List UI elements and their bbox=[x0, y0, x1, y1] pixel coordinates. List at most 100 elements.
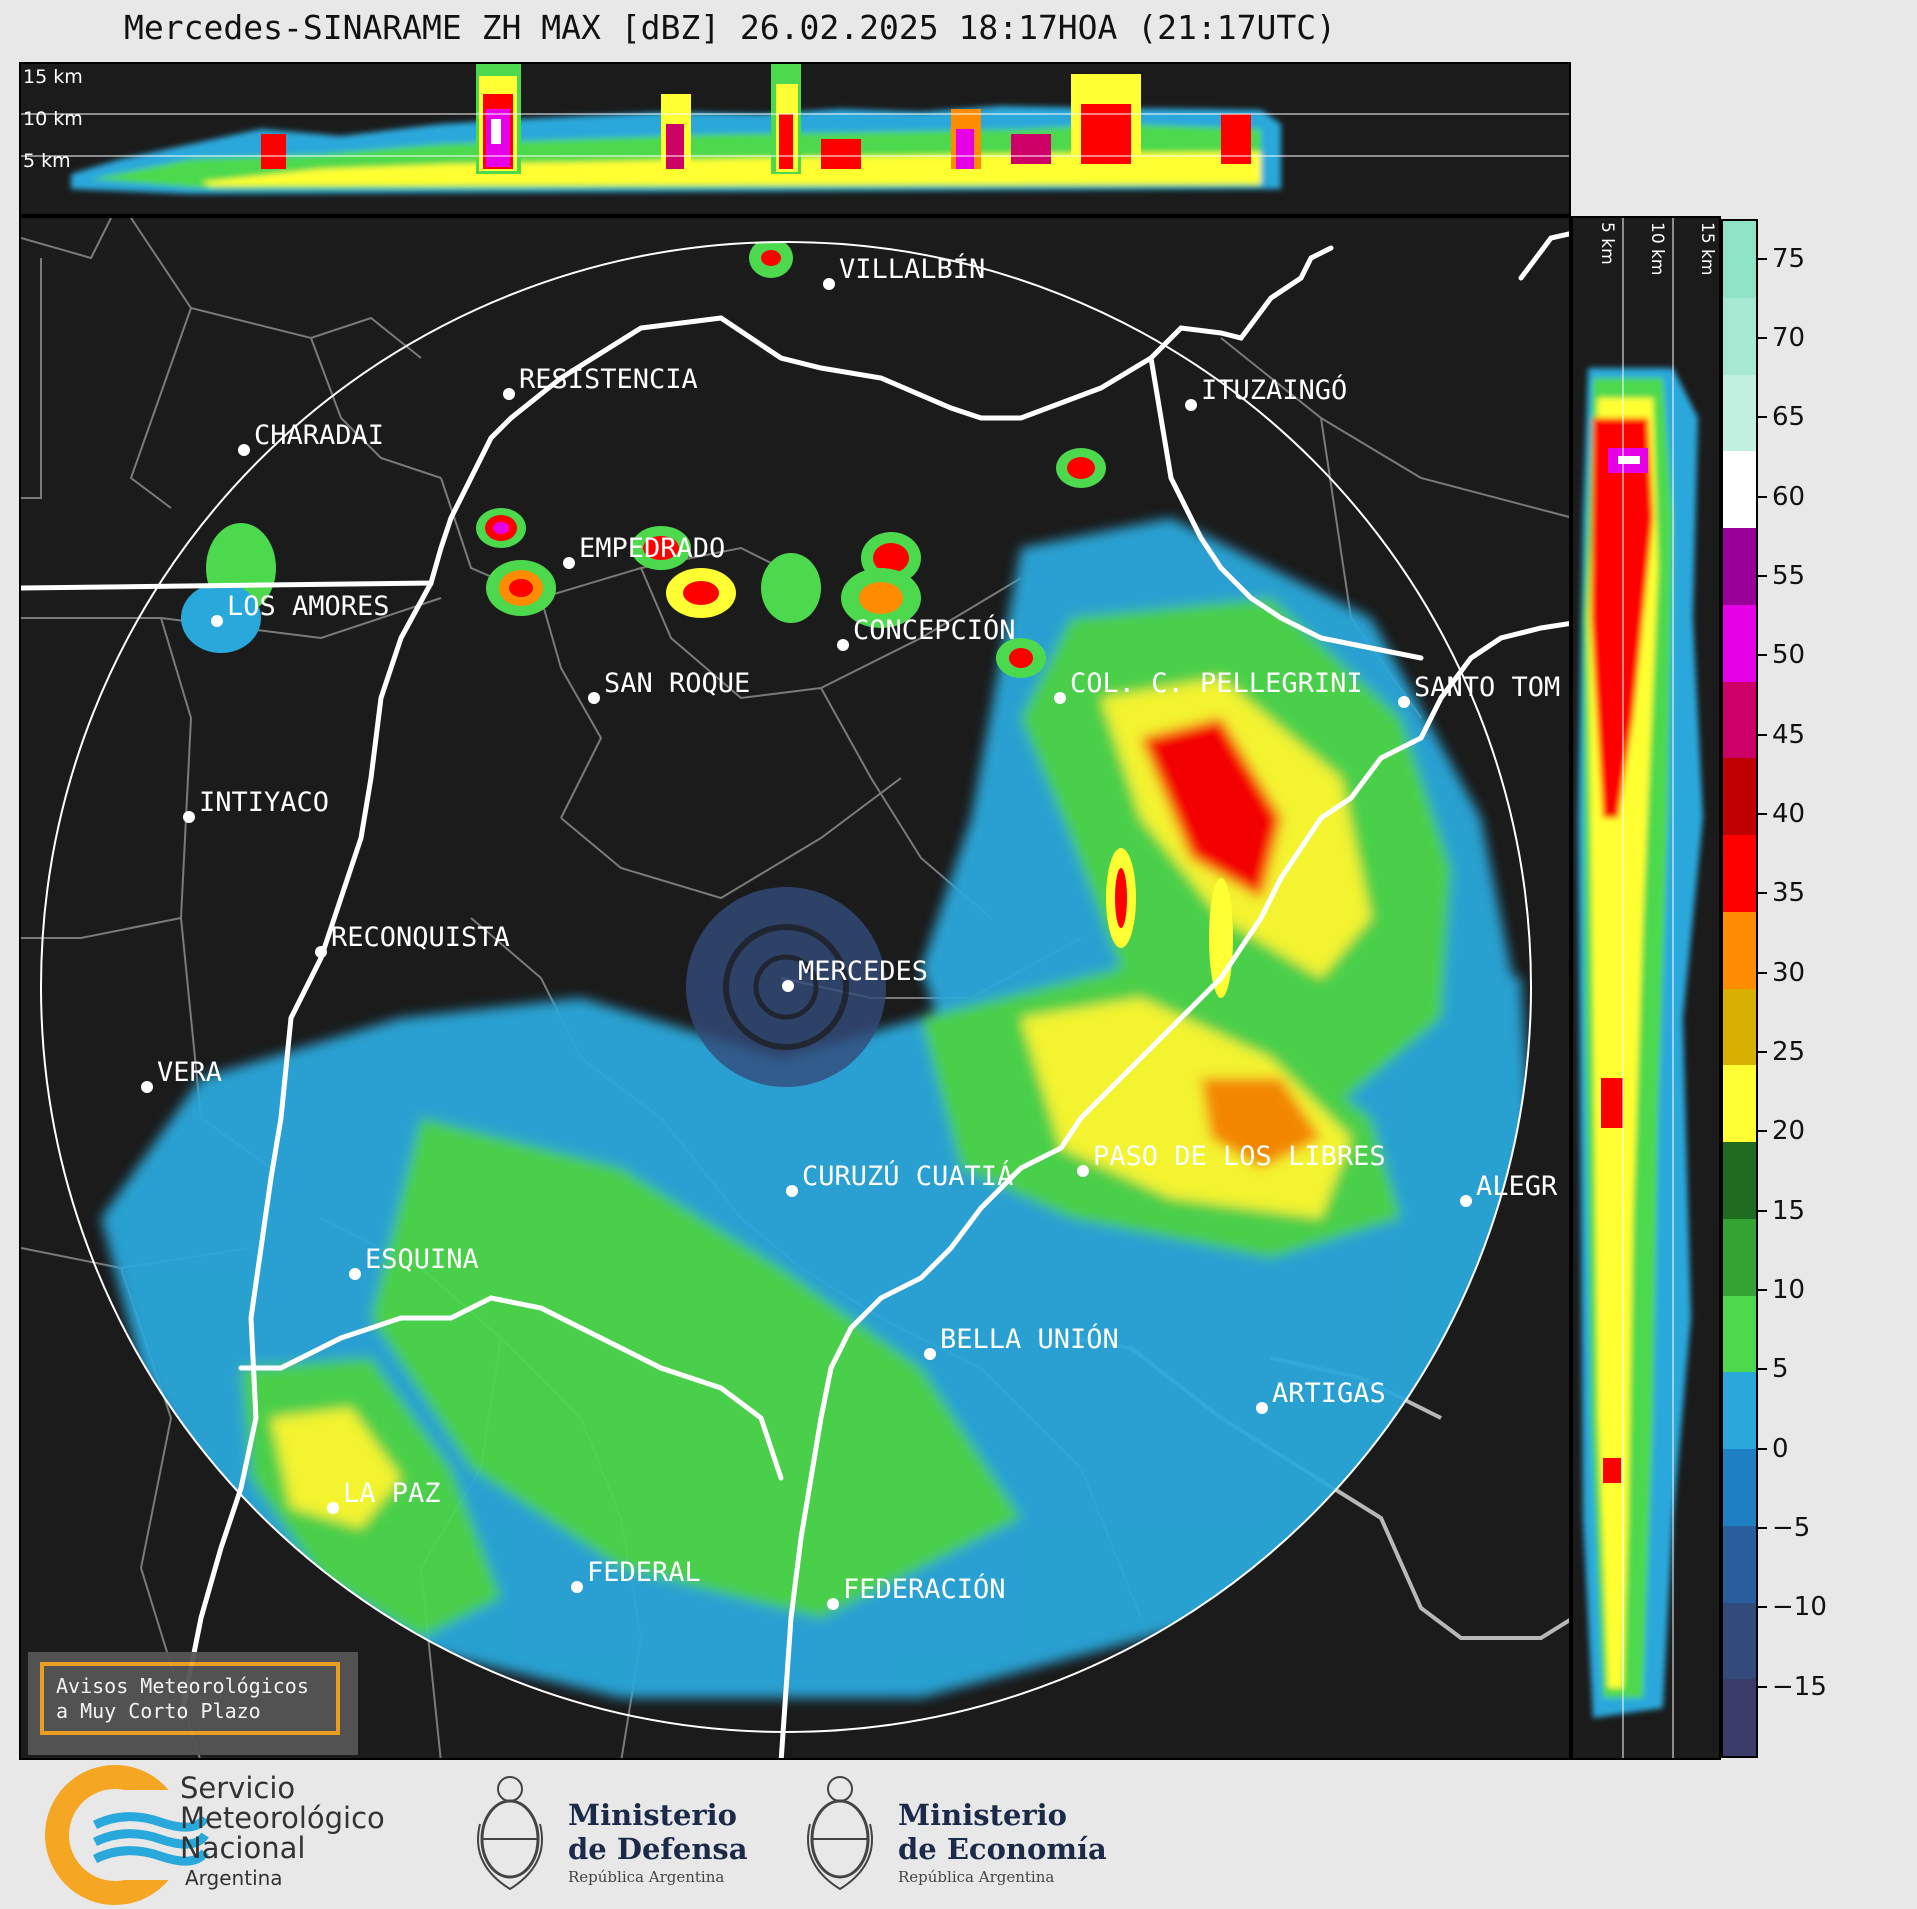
city-marker: SANTO TOM bbox=[1398, 672, 1560, 708]
city-label: CONCEPCIÓN bbox=[853, 614, 1016, 646]
city-label: RECONQUISTA bbox=[331, 922, 510, 953]
footer-logos: Servicio Meteorológico Nacional Argentin… bbox=[0, 1760, 1917, 1909]
city-marker: BELLA UNIÓN bbox=[924, 1323, 1119, 1360]
colorbar-segment bbox=[1723, 1218, 1756, 1296]
city-markers: VILLALBÍN RESISTENCIA CHARADAI ITUZAINGÓ EMP… bbox=[141, 253, 1560, 1610]
colorbar-tick-label: 35 bbox=[1772, 878, 1806, 909]
city-dot bbox=[827, 1598, 839, 1610]
city-dot bbox=[786, 1185, 798, 1197]
smn-line-2: Meteorológico bbox=[180, 1801, 385, 1835]
colorbar-tick-label: 60 bbox=[1772, 481, 1806, 512]
city-marker: VILLALBÍN bbox=[823, 253, 985, 290]
city-label: SAN ROQUE bbox=[604, 668, 750, 699]
defensa-line-1: Ministerio bbox=[568, 1798, 738, 1832]
city-marker: RECONQUISTA bbox=[315, 922, 510, 958]
colorbar-segment bbox=[1723, 374, 1756, 452]
colorbar-tick bbox=[1758, 416, 1767, 419]
city-dot bbox=[503, 388, 515, 400]
city-label: SANTO TOM bbox=[1414, 672, 1560, 703]
city-marker: FEDERACIÓN bbox=[827, 1573, 1006, 1610]
colorbar-tick-label: 15 bbox=[1772, 1195, 1806, 1226]
colorbar-tick-label: 50 bbox=[1772, 640, 1806, 671]
city-label: BELLA UNIÓN bbox=[940, 1323, 1119, 1355]
city-dot bbox=[141, 1081, 153, 1093]
colorbar-tick bbox=[1758, 574, 1767, 577]
city-marker: ITUZAINGÓ bbox=[1185, 374, 1347, 411]
smn-logo-icon bbox=[45, 1765, 209, 1905]
colorbar-tick-label: −15 bbox=[1772, 1671, 1827, 1702]
city-marker: FEDERAL bbox=[571, 1557, 701, 1593]
colorbar-tick bbox=[1758, 892, 1767, 895]
colorbar-segment bbox=[1723, 1679, 1756, 1756]
colorbar-tick bbox=[1758, 1130, 1767, 1133]
city-marker: SAN ROQUE bbox=[588, 668, 750, 704]
defensa-line-3: República Argentina bbox=[568, 1868, 725, 1886]
colorbar-tick-label: 65 bbox=[1772, 402, 1806, 433]
city-label: CHARADAI bbox=[254, 420, 384, 451]
city-dot bbox=[183, 811, 195, 823]
city-marker: LOS AMORES bbox=[211, 591, 390, 627]
city-dot bbox=[1398, 696, 1410, 708]
colorbar-segment bbox=[1723, 758, 1756, 835]
economia-line-2: de Economía bbox=[898, 1832, 1107, 1866]
colorbar-tick bbox=[1758, 1209, 1767, 1212]
colorbar-tick-label: 25 bbox=[1772, 1036, 1806, 1067]
city-marker: CHARADAI bbox=[238, 420, 384, 456]
city-dot bbox=[588, 692, 600, 704]
city-marker: PASO DE LOS LIBRES bbox=[1077, 1141, 1386, 1177]
city-marker: ALEGR bbox=[1460, 1171, 1558, 1207]
colorbar-tick bbox=[1758, 257, 1767, 260]
colorbar-tick bbox=[1758, 971, 1767, 974]
colorbar-segment bbox=[1723, 1065, 1756, 1142]
city-dot bbox=[211, 615, 223, 627]
city-label: CURUZÚ CUATIÁ bbox=[802, 1160, 1013, 1192]
defensa-shield-icon bbox=[477, 1776, 543, 1891]
colorbar-segment bbox=[1723, 1449, 1756, 1526]
city-marker: EMPEDRADO bbox=[563, 533, 725, 569]
city-label: LA PAZ bbox=[343, 1478, 441, 1509]
radar-range-ring bbox=[40, 241, 1532, 1733]
smn-line-3: Nacional bbox=[180, 1831, 306, 1865]
colorbar-tick-label: −5 bbox=[1772, 1512, 1811, 1543]
colorbar-tick-label: 55 bbox=[1772, 560, 1806, 591]
colorbar-tick bbox=[1758, 1368, 1767, 1371]
city-label: PASO DE LOS LIBRES bbox=[1093, 1141, 1386, 1172]
city-dot bbox=[1256, 1402, 1268, 1414]
city-dot bbox=[315, 946, 327, 958]
colorbar-tick bbox=[1758, 733, 1767, 736]
warning-line-2: a Muy Corto Plazo bbox=[56, 1699, 261, 1723]
city-dot bbox=[1185, 399, 1197, 411]
height-label-15km: 15 km bbox=[23, 66, 83, 88]
city-label: VILLALBÍN bbox=[839, 253, 985, 285]
radar-map: VILLALBÍN RESISTENCIA CHARADAI ITUZAINGÓ EMP… bbox=[19, 216, 1571, 1760]
colorbar-segment bbox=[1723, 1525, 1756, 1603]
city-marker: LA PAZ bbox=[327, 1478, 441, 1514]
city-label: VERA bbox=[157, 1057, 222, 1088]
colorbar-segment bbox=[1723, 221, 1756, 298]
city-marker: ARTIGAS bbox=[1256, 1378, 1386, 1414]
colorbar-segment bbox=[1723, 297, 1756, 375]
city-marker: COL. C. PELLEGRINI bbox=[1054, 668, 1363, 704]
city-dot bbox=[238, 444, 250, 456]
warning-line-1: Avisos Meteorológicos bbox=[56, 1674, 309, 1698]
height-label-10km: 10 km bbox=[23, 108, 83, 130]
economia-line-3: República Argentina bbox=[898, 1868, 1055, 1886]
city-marker: CURUZÚ CUATIÁ bbox=[786, 1160, 1013, 1197]
vheight-label-15km: 15 km bbox=[1697, 222, 1717, 276]
vheight-label-5km: 5 km bbox=[1597, 222, 1617, 265]
colorbar-segment bbox=[1723, 451, 1756, 528]
colorbar-segment bbox=[1723, 1295, 1756, 1373]
colorbar-segment bbox=[1723, 1372, 1756, 1449]
smn-line-4: Argentina bbox=[185, 1866, 283, 1890]
economia-line-1: Ministerio bbox=[898, 1798, 1068, 1832]
defensa-line-2: de Defensa bbox=[568, 1832, 748, 1866]
colorbar-tick-label: 45 bbox=[1772, 719, 1806, 750]
colorbar-segment bbox=[1723, 681, 1756, 759]
city-marker: ESQUINA bbox=[349, 1244, 479, 1280]
colorbar-segment bbox=[1723, 1602, 1756, 1680]
colorbar bbox=[1721, 219, 1758, 1758]
city-label: ESQUINA bbox=[365, 1244, 479, 1275]
colorbar-segment bbox=[1723, 1142, 1756, 1219]
city-dot bbox=[1054, 692, 1066, 704]
colorbar-tick-label: 10 bbox=[1772, 1274, 1806, 1305]
